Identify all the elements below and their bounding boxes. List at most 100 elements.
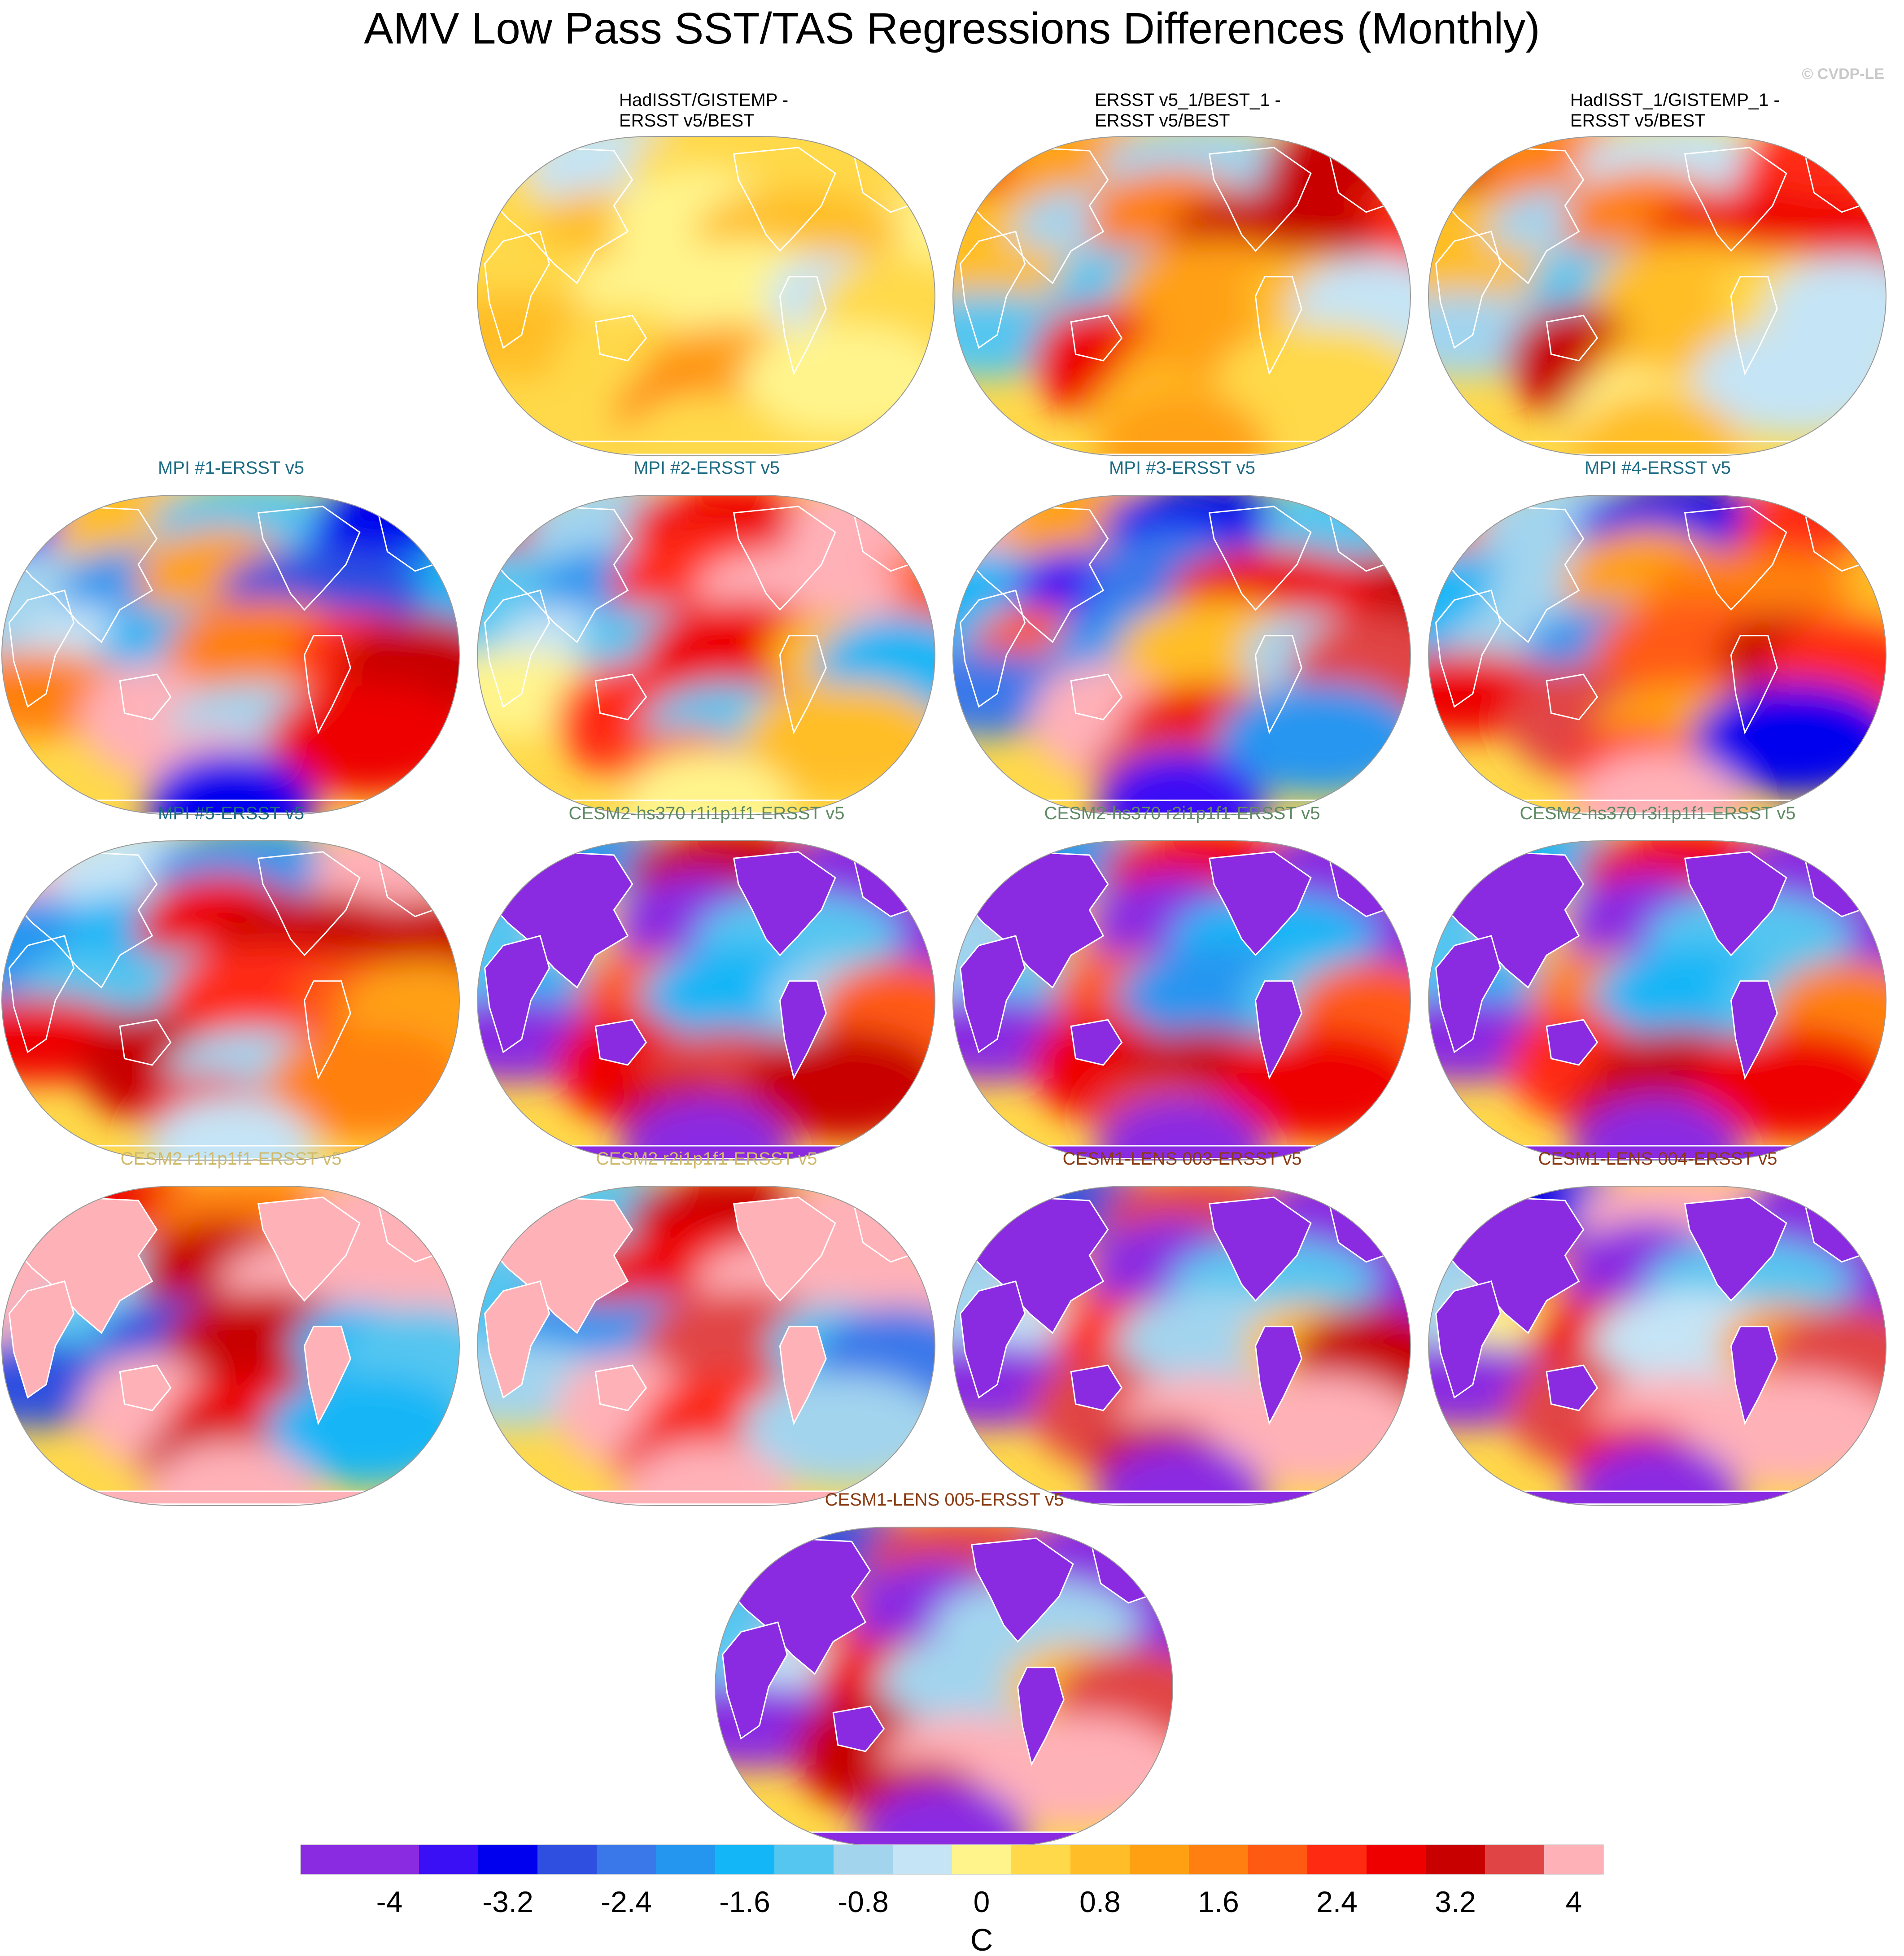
panel-title: CESM1-LENS 005-ERSST v5 [713, 1489, 1175, 1510]
coastline [1255, 981, 1301, 1078]
panel-title-line: ERSST v5/BEST [1095, 111, 1230, 131]
map-border [952, 495, 1411, 815]
map-svg [476, 136, 936, 456]
colorbar-tick-label: -0.8 [838, 1885, 889, 1918]
coastline [120, 1020, 170, 1065]
panel-title-line: CESM2 r2i1p1f1-ERSST v5 [596, 1149, 817, 1169]
panel-title-line: MPI #5-ERSST v5 [157, 803, 305, 823]
colorbar-frame [300, 1844, 1604, 1875]
map-border [476, 1186, 936, 1506]
colorbar-swatch [893, 1845, 952, 1874]
coastline [1731, 981, 1777, 1078]
panel-title: MPI #4-ERSST v5 [1427, 458, 1889, 478]
colorbar-swatch [952, 1845, 1012, 1874]
coastline [1731, 277, 1777, 374]
coastline [780, 636, 826, 733]
panel-title: CESM2-hs370 r2i1p1f1-ERSST v5 [951, 803, 1413, 824]
coastline [1685, 506, 1786, 610]
panel-title-line: CESM2-hs370 r3i1p1f1-ERSST v5 [1520, 803, 1796, 823]
colorbar-swatch [1544, 1845, 1604, 1874]
map-svg [1, 1186, 460, 1506]
colorbar-swatch [301, 1845, 360, 1874]
map-border [1428, 1186, 1887, 1506]
coastline [9, 852, 157, 987]
map-border [476, 495, 936, 815]
coastline [1071, 1020, 1122, 1065]
coastline [833, 1706, 884, 1751]
colorbar-tick-label: -3.2 [482, 1885, 533, 1918]
coastline [1071, 674, 1122, 720]
panel-title-line: MPI #4-ERSST v5 [1584, 458, 1731, 478]
coastline [723, 1622, 787, 1738]
colorbar-swatch [1367, 1845, 1426, 1874]
map-svg [476, 495, 936, 815]
panel-title-line: CESM2-hs370 r2i1p1f1-ERSST v5 [1044, 803, 1320, 823]
map-panel: CESM2-hs370 r1i1p1f1-ERSST v5 [476, 794, 938, 1175]
colorbar-tick-label: -2.4 [601, 1885, 652, 1918]
map-panel: CESM1-LENS 005-ERSST v5 [713, 1480, 1175, 1862]
colorbar-swatch [656, 1845, 716, 1874]
colorbar-swatch [537, 1845, 597, 1874]
colorbar-swatch [1070, 1845, 1130, 1874]
colorbar-swatch [1130, 1845, 1189, 1874]
map-svg [714, 1527, 1174, 1847]
map-svg [952, 840, 1411, 1161]
field-region [1572, 751, 1742, 815]
coastline [1685, 148, 1786, 251]
coastline [1685, 1197, 1786, 1301]
colorbar-swatch [1426, 1845, 1485, 1874]
panel-title-line: CESM1-LENS 005-ERSST v5 [825, 1490, 1064, 1510]
panel-title: CESM1-LENS 003-ERSST v5 [951, 1148, 1413, 1169]
colorbar-tick-label: -1.6 [719, 1885, 770, 1918]
coastline [1436, 231, 1501, 348]
panel-title-line: ERSST v5/BEST [1570, 111, 1706, 131]
colorbar-tick-label: 2.4 [1316, 1885, 1358, 1918]
panel-title-line: CESM2 r1i1p1f1-ERSST v5 [120, 1149, 342, 1169]
coastline [304, 981, 350, 1078]
panel-title-line: CESM1-LENS 003-ERSST v5 [1062, 1149, 1302, 1169]
coastline [1436, 1281, 1501, 1397]
colorbar-tick-label: 0.8 [1079, 1885, 1121, 1918]
colorbar-swatch [597, 1845, 656, 1874]
coastline [1255, 1327, 1301, 1423]
colorbar-tick-label: 0 [974, 1885, 990, 1918]
map-svg [1428, 136, 1887, 456]
map-panel: MPI #3-ERSST v5 [951, 449, 1413, 830]
coastline [734, 852, 835, 955]
coastline [485, 936, 550, 1052]
coastline [780, 981, 826, 1078]
map-svg [952, 1186, 1411, 1506]
map-panel: HadISST_1/GISTEMP_1 - ERSST v5/BEST [1427, 90, 1889, 471]
page-title: AMV Low Pass SST/TAS Regressions Differe… [364, 4, 1540, 53]
map-border [1428, 840, 1887, 1161]
panel-title: MPI #2-ERSST v5 [476, 458, 938, 478]
map-panel: HadISST/GISTEMP - ERSST v5/BEST [476, 90, 938, 471]
map-panel: MPI #5-ERSST v5 [0, 794, 462, 1175]
map-panel: CESM1-LENS 004-ERSST v5 [1427, 1140, 1889, 1521]
map-svg [1, 840, 460, 1161]
coastline [485, 590, 550, 707]
coastline [780, 1327, 826, 1423]
panel-title: CESM2-hs370 r1i1p1f1-ERSST v5 [476, 803, 938, 824]
colorbar-swatch [1485, 1845, 1545, 1874]
colorbar-swatch [1248, 1845, 1308, 1874]
map-svg [476, 1186, 936, 1506]
panel-title-line: ERSST v5_1/BEST_1 - [1095, 90, 1281, 110]
map-border [1, 495, 460, 815]
coastline [258, 852, 360, 955]
map-border [476, 136, 936, 456]
map-svg [1, 495, 460, 815]
map-panel: ERSST v5_1/BEST_1 - ERSST v5/BEST [951, 90, 1413, 471]
panel-title-line: HadISST_1/GISTEMP_1 - [1570, 90, 1780, 110]
coastline [1436, 506, 1584, 642]
coastline [120, 1365, 170, 1410]
field-region [621, 751, 791, 815]
field-region [1096, 392, 1267, 456]
map-svg [952, 495, 1411, 815]
map-border [952, 136, 1411, 456]
coastline [1436, 936, 1501, 1052]
coastline [120, 674, 170, 720]
copyright-label: © CVDP-LE [1802, 65, 1884, 83]
coastline [961, 506, 1108, 642]
